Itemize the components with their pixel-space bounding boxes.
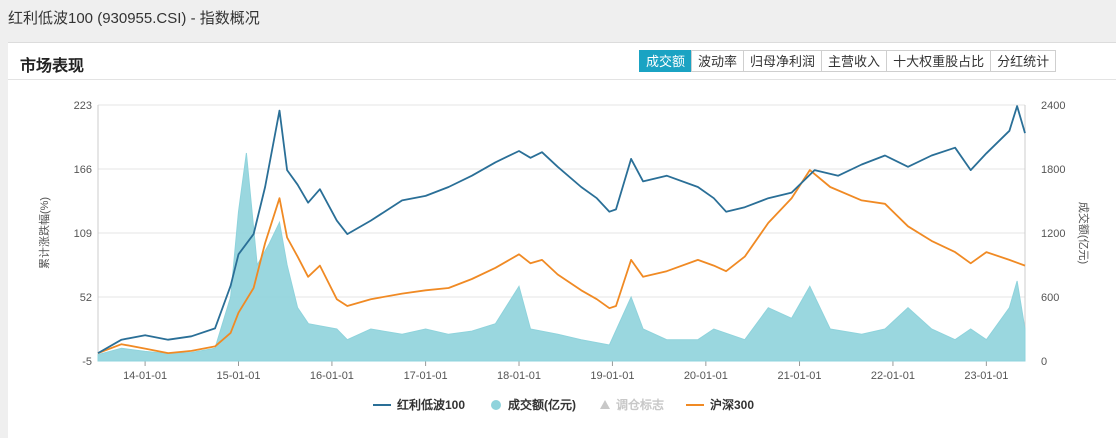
market-performance-chart[interactable]: 223 2400 166 1800 109 1200 52 600 -5 0 14-01-01 15-… — [8, 43, 1116, 438]
dividend-low-vol-100-line[interactable] — [97, 105, 1026, 354]
x-axis-tick-label: 23-01-01 — [964, 370, 1008, 382]
x-axis-tick-label: 20-01-01 — [684, 370, 728, 382]
left-axis-tick-label: 166 — [74, 164, 92, 176]
left-axis-tick-label: -5 — [82, 356, 92, 368]
section-title: 市场表现 — [20, 58, 85, 75]
right-axis-tick-label: 600 — [1041, 292, 1059, 304]
legend-symbol-turnover[interactable] — [491, 400, 501, 410]
left-axis-tick-label: 52 — [80, 292, 92, 304]
x-axis-tick-label: 19-01-01 — [590, 370, 634, 382]
right-axis-title: 成交额(亿元) — [1077, 202, 1091, 264]
x-axis-tick-label: 17-01-01 — [404, 370, 448, 382]
right-axis-tick-label: 1200 — [1041, 228, 1065, 240]
right-axis-tick-label: 2400 — [1041, 100, 1065, 112]
page-title: 红利低波100 (930955.CSI) - 指数概况 — [8, 10, 260, 27]
metric-tabs: 成交额 波动率 归母净利润 主营收入 十大权重股占比 分红统计 — [639, 50, 1057, 72]
tab-turnover[interactable]: 成交额 — [639, 50, 693, 72]
legend-symbol-rebalance[interactable] — [600, 400, 610, 409]
tab-volatility[interactable]: 波动率 — [691, 50, 745, 72]
left-axis-tick-label: 109 — [74, 228, 92, 240]
legend-label-rebalance: 调仓标志 — [616, 397, 664, 412]
legend-label-hs300: 沪深300 — [710, 397, 754, 412]
right-axis-tick-label: 1800 — [1041, 164, 1065, 176]
left-axis-title: 累计涨跌幅(%) — [37, 197, 51, 269]
legend-label-index: 红利低波100 — [397, 397, 465, 412]
turnover-area[interactable] — [97, 152, 1026, 362]
x-axis-tick-label: 15-01-01 — [216, 370, 260, 382]
x-axis-tick-label: 21-01-01 — [777, 370, 821, 382]
x-axis-tick-label: 16-01-01 — [310, 370, 354, 382]
tab-dividend-stats[interactable]: 分红统计 — [990, 50, 1057, 72]
x-axis-tick-label: 18-01-01 — [497, 370, 541, 382]
legend-label-turnover: 成交额(亿元) — [508, 397, 576, 412]
right-axis-tick-label: 0 — [1041, 356, 1047, 368]
market-performance-panel: 市场表现 成交额 波动率 归母净利润 主营收入 十大权重股占比 分红统计 223… — [8, 42, 1116, 438]
hs300-line[interactable] — [97, 169, 1026, 354]
left-axis-tick-label: 223 — [74, 100, 92, 112]
x-axis-tick-label: 22-01-01 — [871, 370, 915, 382]
panel-header: 市场表现 成交额 波动率 归母净利润 主营收入 十大权重股占比 分红统计 — [8, 43, 1116, 80]
x-axis-tick-label: 14-01-01 — [123, 370, 167, 382]
